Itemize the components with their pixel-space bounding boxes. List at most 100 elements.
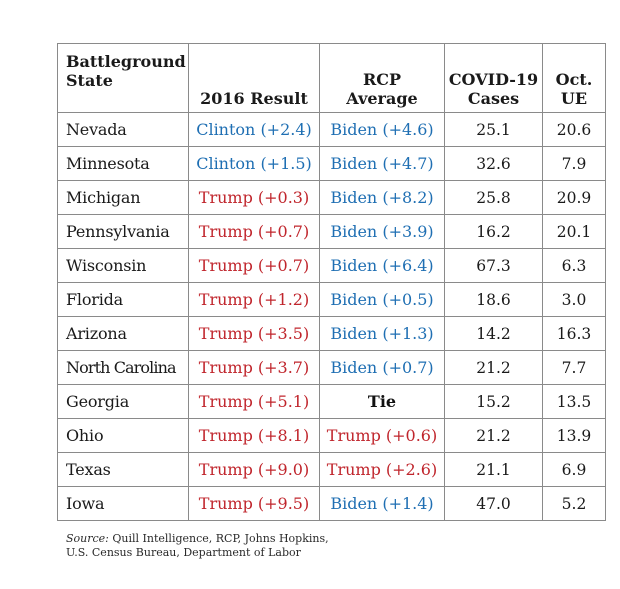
- cell-rcp-average: Biden (+4.6): [319, 112, 445, 147]
- cell-2016-result: Trump (+5.1): [188, 384, 320, 419]
- cell-2016-result-text: Trump (+0.3): [198, 188, 310, 207]
- cell-covid-cases-text: 47.0: [476, 494, 511, 513]
- cell-state-text: Wisconsin: [66, 256, 147, 275]
- cell-state: Iowa: [57, 486, 189, 521]
- cell-state: North Carolina: [57, 350, 189, 385]
- cell-state: Pennsylvania: [57, 214, 189, 249]
- cell-oct-ue: 20.6: [542, 112, 606, 147]
- cell-state-text: North Carolina: [66, 358, 177, 377]
- header-rcp-line2: Average: [346, 89, 418, 108]
- cell-2016-result-text: Trump (+3.5): [198, 324, 310, 343]
- header-rcp-line1: RCP: [362, 70, 402, 89]
- header-state-line1: Battleground: [66, 52, 186, 71]
- cell-2016-result: Trump (+8.1): [188, 418, 320, 453]
- cell-covid-cases-text: 25.1: [476, 120, 511, 139]
- cell-oct-ue-text: 20.6: [556, 120, 592, 139]
- cell-covid-cases: 25.8: [444, 180, 543, 215]
- cell-oct-ue-text: 7.9: [561, 154, 587, 173]
- cell-rcp-average-text: Biden (+6.4): [330, 256, 434, 275]
- cell-state-text: Pennsylvania: [66, 222, 170, 241]
- cell-rcp-average: Biden (+0.5): [319, 282, 445, 317]
- cell-state-text: Georgia: [66, 392, 130, 411]
- cell-state-text: Texas: [66, 460, 111, 479]
- cell-oct-ue: 7.9: [542, 146, 606, 181]
- cell-covid-cases: 21.2: [444, 350, 543, 385]
- table-row: Georgia Trump (+5.1) Tie 15.2 13.5: [57, 384, 606, 419]
- cell-covid-cases-text: 21.1: [476, 460, 511, 479]
- cell-2016-result: Clinton (+1.5): [188, 146, 320, 181]
- cell-2016-result: Trump (+3.7): [188, 350, 320, 385]
- header-oct-ue: Oct. UE: [542, 43, 606, 113]
- header-state-line2: State: [66, 71, 113, 90]
- cell-rcp-average: Biden (+3.9): [319, 214, 445, 249]
- cell-state-text: Nevada: [66, 120, 127, 139]
- cell-rcp-average: Trump (+2.6): [319, 452, 445, 487]
- cell-2016-result-text: Clinton (+1.5): [196, 154, 312, 173]
- cell-covid-cases: 14.2: [444, 316, 543, 351]
- cell-oct-ue-text: 13.9: [556, 426, 592, 445]
- cell-oct-ue: 13.5: [542, 384, 606, 419]
- cell-2016-result: Trump (+0.7): [188, 214, 320, 249]
- cell-rcp-average-text: Trump (+2.6): [326, 460, 438, 479]
- header-row: Battleground State 2016 Result RCP Avera…: [57, 43, 606, 113]
- cell-rcp-average: Biden (+0.7): [319, 350, 445, 385]
- cell-oct-ue-text: 20.1: [556, 222, 592, 241]
- cell-2016-result-text: Trump (+0.7): [198, 256, 310, 275]
- cell-2016-result: Trump (+9.0): [188, 452, 320, 487]
- cell-2016-result-text: Trump (+0.7): [198, 222, 310, 241]
- cell-oct-ue-text: 5.2: [561, 494, 587, 513]
- table-row: Michigan Trump (+0.3) Biden (+8.2) 25.8 20.9: [57, 180, 606, 215]
- cell-oct-ue: 20.9: [542, 180, 606, 215]
- cell-rcp-average-text: Biden (+4.6): [330, 120, 434, 139]
- header-covid-line2: Cases: [467, 89, 520, 108]
- cell-rcp-average-text: Biden (+1.4): [330, 494, 434, 513]
- cell-state-text: Ohio: [66, 426, 104, 445]
- cell-state-text: Michigan: [66, 188, 141, 207]
- table-row: North Carolina Trump (+3.7) Biden (+0.7) 21…: [57, 350, 606, 385]
- cell-oct-ue: 20.1: [542, 214, 606, 249]
- cell-2016-result: Trump (+9.5): [188, 486, 320, 521]
- table-row: Iowa Trump (+9.5) Biden (+1.4) 47.0 5.2: [57, 486, 606, 521]
- cell-rcp-average-text: Trump (+0.6): [326, 426, 438, 445]
- cell-2016-result: Trump (+1.2): [188, 282, 320, 317]
- cell-rcp-average: Tie: [319, 384, 445, 419]
- cell-2016-result-text: Trump (+1.2): [198, 290, 310, 309]
- cell-oct-ue-text: 6.9: [561, 460, 587, 479]
- cell-covid-cases: 15.2: [444, 384, 543, 419]
- table-row: Texas Trump (+9.0) Trump (+2.6) 21.1 6.9: [57, 452, 606, 487]
- cell-2016-result-text: Trump (+5.1): [198, 392, 310, 411]
- table-row: Minnesota Clinton (+1.5) Biden (+4.7) 32.6 7…: [57, 146, 606, 181]
- cell-covid-cases-text: 32.6: [476, 154, 511, 173]
- table-body: Nevada Clinton (+2.4) Biden (+4.6) 25.1 20.6…: [57, 112, 606, 521]
- cell-covid-cases-text: 25.8: [476, 188, 511, 207]
- cell-oct-ue: 7.7: [542, 350, 606, 385]
- cell-rcp-average: Trump (+0.6): [319, 418, 445, 453]
- cell-rcp-average-text: Biden (+1.3): [330, 324, 434, 343]
- cell-covid-cases-text: 67.3: [476, 256, 511, 275]
- cell-rcp-average: Biden (+6.4): [319, 248, 445, 283]
- cell-2016-result-text: Trump (+9.5): [198, 494, 310, 513]
- cell-covid-cases: 21.2: [444, 418, 543, 453]
- header-2016-result-label: 2016 Result: [200, 89, 308, 108]
- cell-oct-ue-text: 13.5: [556, 392, 592, 411]
- cell-covid-cases-text: 18.6: [476, 290, 511, 309]
- cell-oct-ue: 13.9: [542, 418, 606, 453]
- cell-rcp-average-text: Biden (+4.7): [330, 154, 434, 173]
- table-row: Nevada Clinton (+2.4) Biden (+4.6) 25.1 20.6: [57, 112, 606, 147]
- cell-covid-cases-text: 14.2: [476, 324, 511, 343]
- table-row: Florida Trump (+1.2) Biden (+0.5) 18.6 3.0: [57, 282, 606, 317]
- battleground-table: Battleground State 2016 Result RCP Avera…: [57, 43, 606, 521]
- cell-rcp-average-text: Biden (+3.9): [330, 222, 434, 241]
- header-covid-cases: COVID-19 Cases: [444, 43, 543, 113]
- cell-2016-result: Trump (+0.7): [188, 248, 320, 283]
- cell-rcp-average: Biden (+1.4): [319, 486, 445, 521]
- cell-state-text: Florida: [66, 290, 123, 309]
- cell-rcp-average-text: Biden (+0.7): [330, 358, 434, 377]
- cell-state-text: Arizona: [66, 324, 127, 343]
- cell-covid-cases: 25.1: [444, 112, 543, 147]
- cell-rcp-average: Biden (+4.7): [319, 146, 445, 181]
- cell-2016-result-text: Trump (+3.7): [198, 358, 310, 377]
- cell-state: Texas: [57, 452, 189, 487]
- header-2016-result: 2016 Result: [188, 43, 320, 113]
- table-row: Pennsylvania Trump (+0.7) Biden (+3.9) 16.2…: [57, 214, 606, 249]
